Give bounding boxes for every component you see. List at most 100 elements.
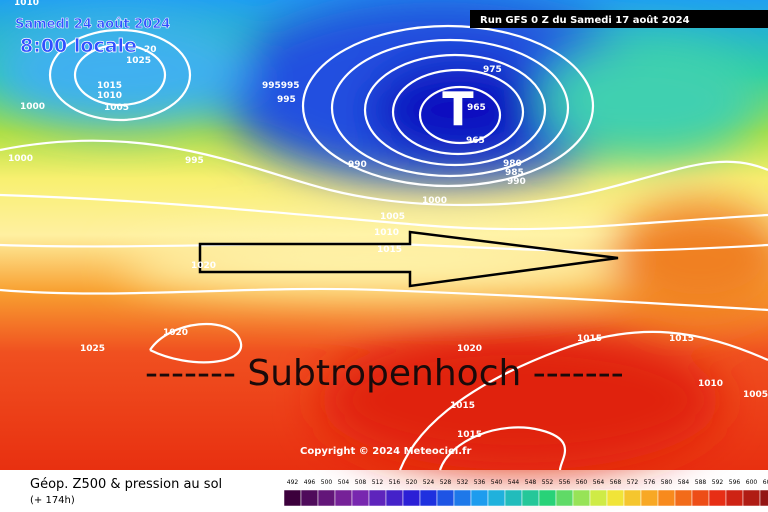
isobar-label: 1015 <box>457 430 482 440</box>
legend-tick-label: 568 <box>610 479 622 486</box>
legend-swatch <box>742 489 761 507</box>
annotation: ------- Subtropenhoch ------- <box>145 353 624 394</box>
isobar <box>391 68 525 156</box>
isobar <box>301 24 595 188</box>
isobar-label: 995 <box>185 156 204 166</box>
legend-swatch <box>674 489 693 507</box>
legend-swatch <box>283 489 302 507</box>
legend-tick-label: 604 <box>763 479 768 486</box>
legend-tick-label: 492 <box>287 479 299 486</box>
isobar-label: 990 <box>348 160 367 170</box>
legend-swatch <box>589 489 608 507</box>
legend-swatch <box>317 489 336 507</box>
legend-tick-label: 500 <box>321 479 333 486</box>
isobar-label: 1020 <box>191 261 216 271</box>
legend-subtitle: (+ 174h) <box>30 495 75 506</box>
legend-swatch <box>555 489 574 507</box>
isobar-label: 975 <box>483 65 502 75</box>
isobar-label: 1010 <box>97 91 122 101</box>
legend-tick-label: 560 <box>576 479 588 486</box>
legend-swatch <box>453 489 472 507</box>
isobar-label: 1015 <box>377 245 402 255</box>
isobar-label: 1010 <box>698 379 723 389</box>
isobar-label: 1010 <box>374 228 399 238</box>
low-marker: T <box>442 82 474 136</box>
isobar-label: 1015 <box>97 81 122 91</box>
legend-swatch <box>759 489 768 507</box>
legend-tick-label: 508 <box>355 479 367 486</box>
map: T 1010 20 1025 1015 1010 1005 1000 1000 … <box>0 0 768 471</box>
isobar <box>0 193 768 231</box>
isobar-label: 995 <box>277 95 296 105</box>
isobar-label: 1000 <box>422 196 447 206</box>
isobar <box>0 287 768 312</box>
legend-swatch <box>538 489 557 507</box>
legend-swatch <box>368 489 387 507</box>
isobar-label: 965 <box>467 103 486 113</box>
isobar-label: 980 <box>503 159 522 169</box>
legend-tick-label: 576 <box>644 479 656 486</box>
legend-swatch <box>623 489 642 507</box>
legend-tick-label: 516 <box>389 479 401 486</box>
legend-tick-label: 580 <box>661 479 673 486</box>
legend-swatch <box>691 489 710 507</box>
isobar <box>0 139 768 207</box>
legend-swatch <box>402 489 421 507</box>
isobar <box>363 53 547 167</box>
legend-tick-label: 544 <box>508 479 520 486</box>
isobar-label: 985 <box>505 168 524 178</box>
legend-swatch <box>351 489 370 507</box>
isobar-label: 1015 <box>577 334 602 344</box>
forecast-time: 8:00 locale <box>20 35 137 57</box>
isobar <box>48 28 192 122</box>
legend-swatch <box>436 489 455 507</box>
isobar <box>418 85 502 145</box>
legend-tick-label: 556 <box>559 479 571 486</box>
legend-swatch <box>300 489 319 507</box>
legend-tick-label: 496 <box>304 479 316 486</box>
legend-title: Géop. Z500 & pression au sol <box>30 477 222 492</box>
run-box <box>470 10 768 28</box>
legend-tick-label: 512 <box>372 479 384 486</box>
legend-swatch <box>640 489 659 507</box>
legend-swatch <box>385 489 404 507</box>
isobar-label: 1010 <box>14 0 39 8</box>
isobar-label: 1025 <box>80 344 105 354</box>
legend-tick-label: 540 <box>491 479 503 486</box>
legend-tick-label: 600 <box>746 479 758 486</box>
isobar-labels: 1010 20 1025 1015 1010 1005 1000 1000 99… <box>8 0 768 440</box>
isobar-label: 1025 <box>126 56 151 66</box>
legend-tick-label: 584 <box>678 479 690 486</box>
legend-tick-label: 588 <box>695 479 707 486</box>
legend-tick-label: 504 <box>338 479 350 486</box>
isobar-label: 1020 <box>457 344 482 354</box>
isobar-label: 1020 <box>163 328 188 338</box>
legend-tick-label: 520 <box>406 479 418 486</box>
legend-tick-label: 528 <box>440 479 452 486</box>
legend-swatch <box>572 489 591 507</box>
legend-tick-label: 564 <box>593 479 605 486</box>
legend-tick-label: 592 <box>712 479 724 486</box>
isobar-label: 995995 <box>262 81 300 91</box>
legend-swatch <box>470 489 489 507</box>
isobar <box>73 43 167 107</box>
legend-tick-label: 596 <box>729 479 741 486</box>
arrow <box>198 230 619 288</box>
legend-tick-label: 536 <box>474 479 486 486</box>
isobar-label: 965 <box>466 136 485 146</box>
forecast-date: Samedi 24 août 2024 <box>15 17 170 32</box>
isobar-label: 1015 <box>450 401 475 411</box>
legend-swatch <box>419 489 438 507</box>
legend: Géop. Z500 & pression au sol (+ 174h) 49… <box>30 477 768 507</box>
legend-swatch <box>334 489 353 507</box>
isobar-label: 20 <box>144 45 157 55</box>
isobar <box>0 242 768 252</box>
isobar <box>438 426 566 471</box>
legend-swatch <box>708 489 727 507</box>
legend-tick-label: 548 <box>525 479 537 486</box>
legend-swatch <box>521 489 540 507</box>
legend-tick-label: 572 <box>627 479 639 486</box>
isobar-label: 1005 <box>380 212 405 222</box>
isobars <box>0 24 768 471</box>
